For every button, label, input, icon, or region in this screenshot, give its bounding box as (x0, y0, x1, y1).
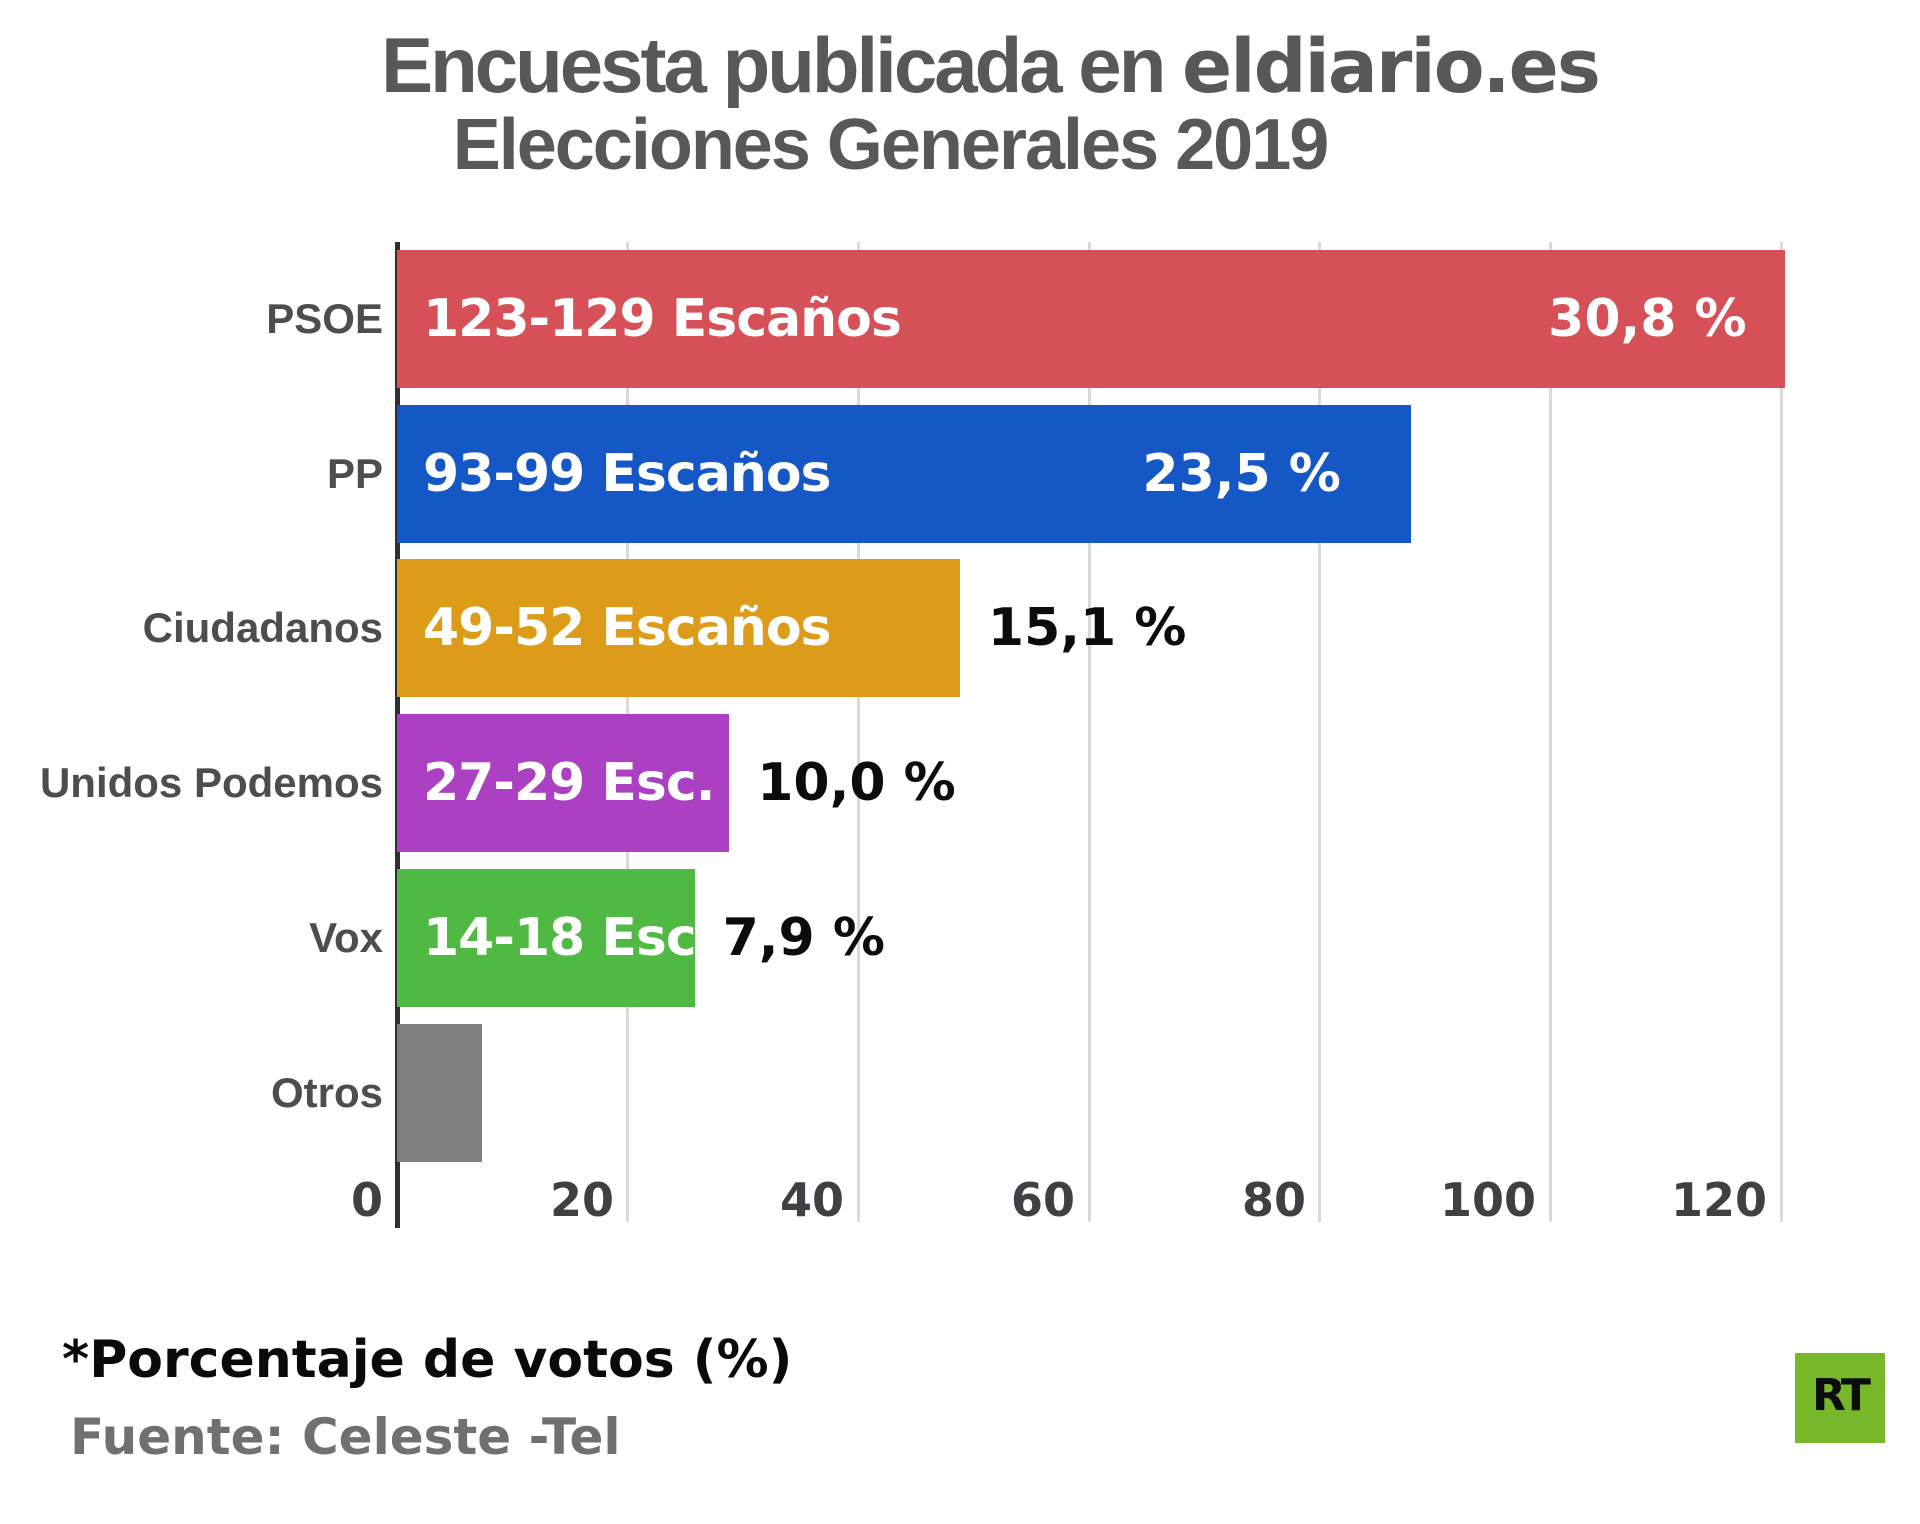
party-label-otros: Otros (270, 1069, 383, 1116)
pct-label-pp: 23,5 % (1142, 444, 1341, 504)
gridline-80 (1318, 242, 1321, 1222)
x-tick-100: 100 (1439, 1173, 1536, 1227)
bar-pp: 93-99 Escaños 23,5 % (397, 405, 1411, 543)
eldiario-brand-text: eldiario.es (1182, 24, 1601, 110)
bar-row-unidos-podemos: Unidos Podemos 27-29 Esc. 10,0 % (0, 714, 1920, 852)
bar-otros (397, 1024, 483, 1162)
bar-row-ciudadanos: Ciudadanos 49-52 Escaños 15,1 % (0, 559, 1920, 697)
party-label-vox: Vox (309, 914, 383, 961)
seats-label-ciudadanos: 49-52 Escaños (423, 598, 831, 658)
x-tick-80: 80 (1241, 1173, 1306, 1227)
bar-ciudadanos: 49-52 Escaños (397, 559, 960, 697)
bar-unidos-podemos: 27-29 Esc. (397, 714, 730, 852)
gridline-120 (1780, 242, 1783, 1222)
seats-label-psoe: 123-129 Escaños (423, 289, 902, 349)
chart-subtitle: Elecciones Generales 2019 (452, 105, 1330, 185)
pct-label-vox: 7,9 % (722, 908, 885, 968)
pct-label-unidos-podemos: 10,0 % (757, 753, 956, 813)
bar-row-psoe: PSOE 123-129 Escaños 30,8 % (0, 250, 1920, 388)
seats-label-vox: 14-18 Esc. (423, 908, 715, 968)
x-tick-20: 20 (549, 1173, 614, 1227)
x-tick-40: 40 (779, 1173, 844, 1227)
pct-label-ciudadanos: 15,1 % (987, 598, 1187, 658)
seats-label-unidos-podemos: 27-29 Esc. (423, 753, 715, 813)
bar-vox: 14-18 Esc. (397, 869, 715, 1007)
source-credit: Fuente: Celeste -Tel (70, 1408, 621, 1466)
chart-title-text: Encuesta publicada en (381, 21, 1183, 109)
rt-logo-text: RT (1812, 1369, 1871, 1421)
footnote-percent-votes: *Porcentaje de votos (%) (62, 1330, 793, 1390)
bar-row-vox: Vox 14-18 Esc. 7,9 % (0, 869, 1920, 1007)
gridline-40 (857, 242, 860, 1222)
party-label-ciudadanos: Ciudadanos (142, 604, 383, 651)
chart-title: Encuesta publicada en eldiario.es (0, 20, 1920, 111)
bar-psoe: 123-129 Escaños 30,8 % (397, 250, 1785, 388)
party-label-unidos-podemos: Unidos Podemos (39, 759, 383, 806)
gridline-100 (1549, 242, 1552, 1222)
x-tick-0: 0 (350, 1173, 383, 1227)
pct-label-psoe: 30,8 % (1548, 289, 1747, 349)
gridline-60 (1088, 242, 1091, 1222)
bar-row-otros: Otros (0, 1024, 1920, 1162)
x-tick-120: 120 (1670, 1173, 1767, 1227)
party-label-psoe: PSOE (266, 295, 383, 342)
bar-row-pp: PP 93-99 Escaños 23,5 % (0, 405, 1920, 543)
seats-label-pp: 93-99 Escaños (423, 444, 831, 504)
party-label-pp: PP (326, 450, 383, 497)
x-tick-60: 60 (1010, 1173, 1075, 1227)
rt-logo: RT (1795, 1353, 1885, 1443)
